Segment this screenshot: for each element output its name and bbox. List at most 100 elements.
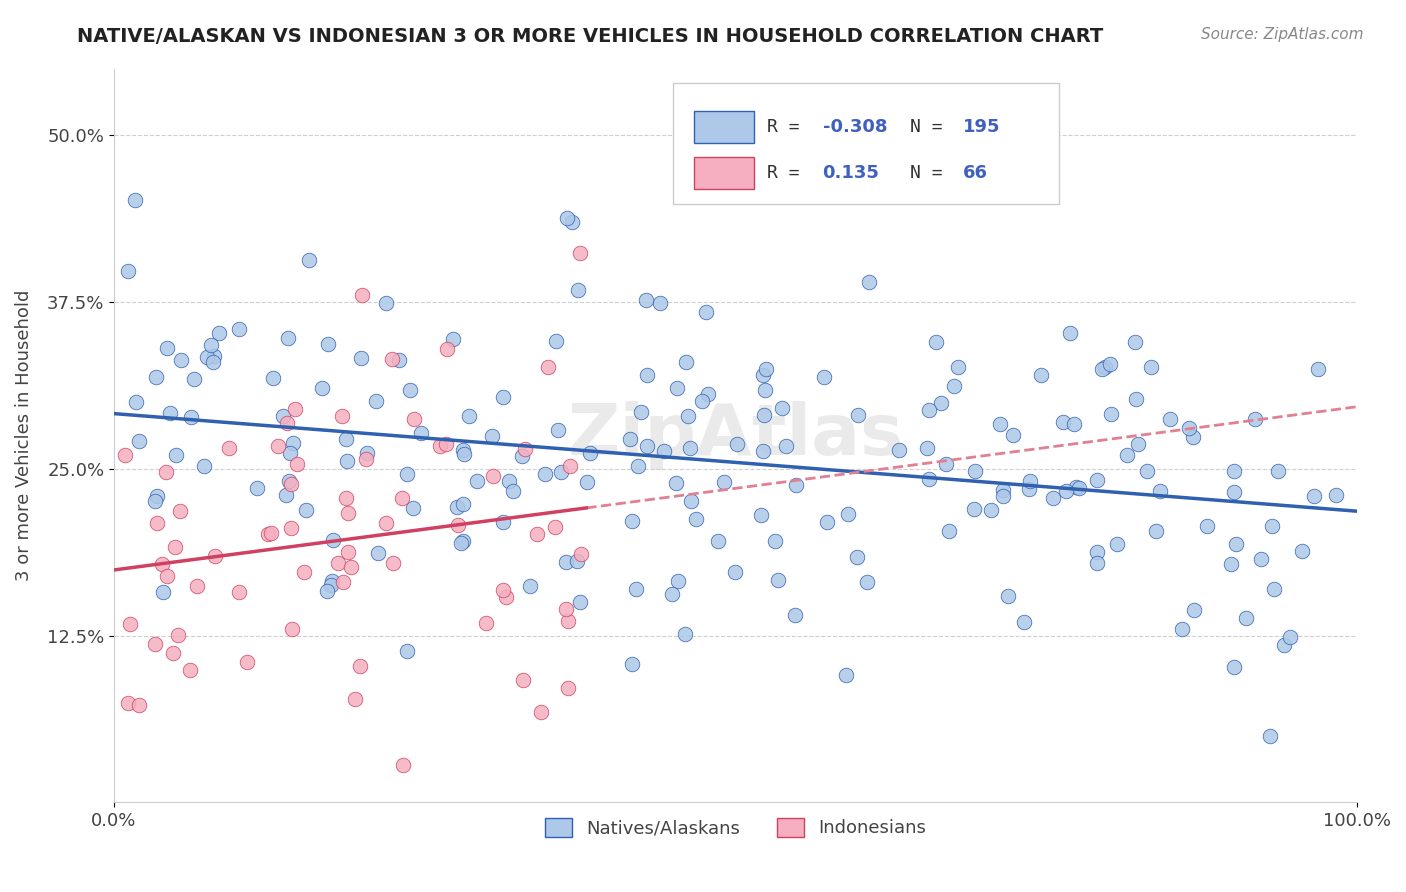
Point [770, 401, 793, 415]
Text: N =: N = [910, 164, 965, 182]
Point [858, 275, 880, 289]
Point [162, 646, 184, 660]
Point [1085, 556, 1108, 570]
Point [1261, 519, 1284, 533]
Point [1066, 480, 1088, 494]
Point [1279, 630, 1302, 644]
Point [356, 446, 378, 460]
Point [673, 627, 696, 641]
Point [536, 359, 558, 374]
Point [246, 481, 269, 495]
Point [546, 334, 568, 348]
Y-axis label: 3 or more Vehicles in Household: 3 or more Vehicles in Household [15, 290, 32, 581]
Point [145, 489, 167, 503]
Point [695, 305, 717, 319]
Point [565, 554, 588, 568]
Point [336, 506, 359, 520]
Point [322, 533, 344, 547]
Point [925, 335, 948, 350]
Text: R =: R = [766, 119, 810, 136]
Point [429, 439, 451, 453]
Point [679, 441, 702, 455]
Point [146, 516, 169, 531]
Point [409, 425, 432, 440]
Point [195, 350, 218, 364]
Point [889, 443, 911, 458]
Point [650, 296, 672, 310]
Point [1052, 415, 1074, 429]
Point [1223, 660, 1246, 674]
Point [502, 484, 524, 499]
Point [534, 467, 557, 481]
Text: 0.135: 0.135 [823, 164, 879, 182]
Point [1182, 602, 1205, 616]
Point [555, 211, 578, 226]
Point [492, 583, 515, 598]
Point [997, 589, 1019, 603]
Point [451, 497, 474, 511]
Point [367, 546, 389, 560]
Point [204, 549, 226, 563]
Point [1125, 392, 1147, 406]
Point [725, 437, 748, 451]
Point [942, 378, 965, 392]
Text: 195: 195 [963, 119, 1001, 136]
Point [567, 283, 589, 297]
Point [846, 550, 869, 565]
Point [492, 390, 515, 404]
Point [619, 432, 641, 446]
Bar [695, 112, 754, 144]
Point [1105, 537, 1128, 551]
Point [402, 412, 425, 426]
Point [558, 459, 581, 474]
Point [208, 326, 231, 340]
Point [846, 408, 869, 422]
Point [202, 349, 225, 363]
Point [340, 560, 363, 574]
Point [193, 459, 215, 474]
Point [1234, 611, 1257, 625]
FancyBboxPatch shape [673, 83, 1059, 204]
Point [1170, 622, 1192, 636]
Point [143, 494, 166, 508]
Point [666, 380, 689, 394]
Point [450, 536, 472, 550]
Point [467, 474, 489, 488]
Point [1123, 335, 1146, 350]
Point [630, 405, 652, 419]
Point [915, 441, 938, 455]
Point [271, 409, 294, 423]
Point [451, 443, 474, 458]
Point [498, 475, 520, 489]
Point [1136, 464, 1159, 478]
Point [388, 353, 411, 368]
Point [375, 296, 398, 310]
Point [547, 423, 569, 437]
Point [557, 614, 579, 628]
Point [124, 193, 146, 207]
Point [276, 488, 298, 502]
Point [918, 472, 941, 486]
Text: 66: 66 [963, 164, 988, 182]
Point [294, 503, 316, 517]
Point [183, 372, 205, 386]
Point [316, 337, 339, 351]
Point [561, 215, 583, 229]
Point [755, 362, 778, 376]
Point [1260, 729, 1282, 743]
Point [202, 355, 225, 369]
Point [186, 579, 208, 593]
Point [396, 467, 419, 481]
Point [991, 483, 1014, 498]
Point [1306, 361, 1329, 376]
Point [749, 508, 772, 522]
Point [1019, 475, 1042, 489]
Point [1085, 473, 1108, 487]
Point [1303, 489, 1326, 503]
Point [1250, 552, 1272, 566]
Point [228, 322, 250, 336]
Point [280, 521, 302, 535]
Point [515, 442, 537, 456]
Point [294, 565, 316, 579]
Point [145, 370, 167, 384]
